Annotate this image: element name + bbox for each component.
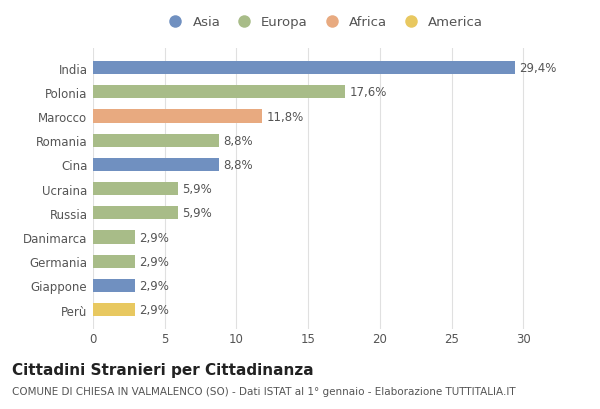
Bar — [93, 110, 262, 124]
Bar — [93, 62, 515, 75]
Bar — [93, 207, 178, 220]
Text: Cittadini Stranieri per Cittadinanza: Cittadini Stranieri per Cittadinanza — [12, 362, 314, 377]
Text: COMUNE DI CHIESA IN VALMALENCO (SO) - Dati ISTAT al 1° gennaio - Elaborazione TU: COMUNE DI CHIESA IN VALMALENCO (SO) - Da… — [12, 387, 515, 396]
Text: 8,8%: 8,8% — [224, 135, 253, 147]
Text: 8,8%: 8,8% — [224, 159, 253, 171]
Text: 5,9%: 5,9% — [182, 183, 212, 196]
Legend: Asia, Europa, Africa, America: Asia, Europa, Africa, America — [160, 13, 485, 32]
Text: 29,4%: 29,4% — [519, 62, 556, 75]
Text: 2,9%: 2,9% — [139, 303, 169, 316]
Bar — [93, 303, 134, 317]
Text: 2,9%: 2,9% — [139, 279, 169, 292]
Bar — [93, 158, 219, 172]
Text: 11,8%: 11,8% — [266, 110, 304, 123]
Text: 5,9%: 5,9% — [182, 207, 212, 220]
Text: 2,9%: 2,9% — [139, 231, 169, 244]
Bar — [93, 231, 134, 244]
Bar — [93, 255, 134, 268]
Bar — [93, 86, 346, 99]
Bar — [93, 134, 219, 148]
Text: 17,6%: 17,6% — [350, 86, 387, 99]
Bar — [93, 279, 134, 292]
Text: 2,9%: 2,9% — [139, 255, 169, 268]
Bar — [93, 182, 178, 196]
